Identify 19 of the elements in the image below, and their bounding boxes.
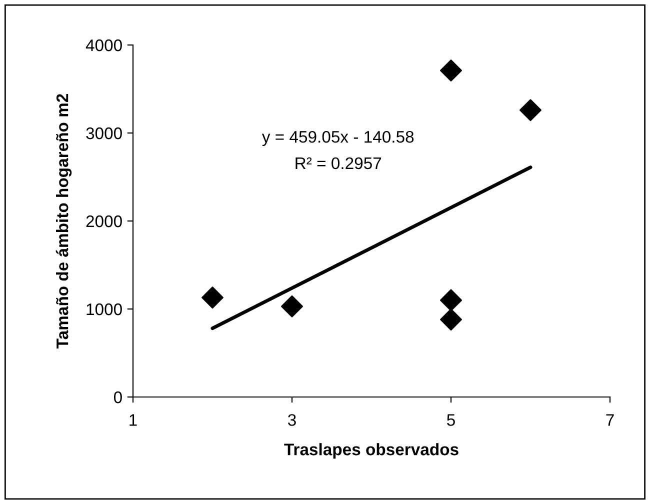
y-tick-label: 3000 xyxy=(86,127,122,140)
x-tick-label: 7 xyxy=(606,414,614,426)
y-axis-title: Tamaño de ámbito hogareño m2 xyxy=(56,94,72,348)
point xyxy=(440,60,462,82)
x-tick-label: 1 xyxy=(130,414,137,426)
y-tick-label: 4000 xyxy=(86,39,122,52)
y-tick-label: 2000 xyxy=(86,215,122,228)
annotation: y = 459.05x - 140.58 xyxy=(262,130,414,146)
point xyxy=(440,308,462,331)
y-tick-label: 0 xyxy=(114,391,122,404)
point xyxy=(440,289,462,312)
point xyxy=(281,295,303,318)
x-tick-label: 5 xyxy=(447,414,455,426)
y-tick-label: 1000 xyxy=(86,303,122,316)
point xyxy=(202,286,224,309)
x-axis-title: Traslapes observados xyxy=(284,443,458,459)
point xyxy=(520,99,542,122)
annotation: R² = 0.2957 xyxy=(296,157,382,170)
x-tick-label: 3 xyxy=(288,414,296,426)
